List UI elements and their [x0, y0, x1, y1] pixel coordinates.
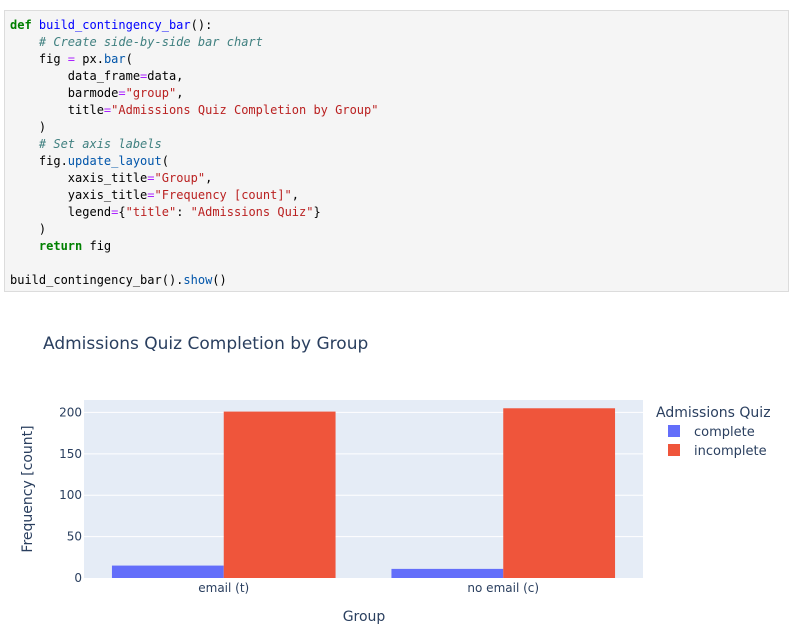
code-token: { [118, 205, 126, 219]
code-block[interactable]: def build_contingency_bar(): # Create si… [5, 11, 788, 289]
code-line: ) [10, 120, 46, 134]
code-line: # Set axis labels [10, 137, 162, 151]
code-token: # Create side-by-side bar chart [10, 35, 263, 49]
code-token: "title" [125, 205, 177, 219]
bar-incomplete[interactable] [223, 411, 336, 578]
y-tick-label: 200 [59, 405, 82, 419]
x-tick-label: no email (c) [467, 581, 539, 595]
code-line: legend={"title": "Admissions Quiz"} [10, 205, 321, 219]
code-token: = [140, 69, 148, 83]
code-token: "Admissions Quiz" [190, 205, 314, 219]
code-token: "Group" [154, 171, 206, 185]
y-axis-ticks: 0 50 100 150 200 [59, 405, 82, 585]
code-token: fig. [10, 154, 68, 168]
code-token: fig [82, 239, 112, 253]
code-token: build_contingency_bar [38, 18, 191, 32]
code-line: data_frame=data, [10, 69, 184, 83]
code-token: () [212, 273, 227, 287]
code-cell[interactable]: def build_contingency_bar(): # Create si… [4, 10, 789, 292]
legend-swatch-complete[interactable] [668, 425, 680, 437]
x-tick-label: email (t) [198, 581, 249, 595]
code-token: "Admissions Quiz Completion by Group" [111, 103, 379, 117]
code-line: # Create side-by-side bar chart [10, 35, 263, 49]
code-token: title [10, 103, 104, 117]
code-token: , [291, 188, 300, 202]
bar-incomplete[interactable] [503, 408, 616, 578]
code-token: = [111, 205, 119, 219]
code-token: px. [75, 52, 104, 66]
code-token: barmode [10, 86, 119, 100]
chart-title: Admissions Quiz Completion by Group [43, 334, 368, 354]
code-token: "Frequency [count]" [154, 188, 292, 202]
y-tick-label: 100 [59, 488, 82, 502]
code-token: , [176, 86, 184, 100]
code-line: ) [10, 222, 46, 236]
code-token: def [10, 18, 39, 32]
legend-swatch-incomplete[interactable] [668, 444, 680, 456]
code-line: fig = px.bar( [10, 52, 133, 66]
code-token: ( [161, 154, 169, 168]
code-token: bar [103, 52, 126, 66]
code-token: = [67, 52, 76, 66]
code-token: = [118, 86, 126, 100]
code-token: yaxis_title [10, 188, 148, 202]
code-token: } [313, 205, 321, 219]
code-line: build_contingency_bar().show() [10, 273, 227, 287]
y-tick-label: 150 [59, 447, 82, 461]
bars [111, 408, 616, 578]
code-line: title="Admissions Quiz Completion by Gro… [10, 103, 379, 117]
code-token: : [176, 205, 191, 219]
code-token: ) [10, 120, 47, 134]
bar-chart: 0 50 100 150 200 email (t) no email (c) Admis… [20, 334, 771, 625]
x-axis-ticks: email (t) no email (c) [198, 581, 539, 595]
code-token: xaxis_title [10, 171, 148, 185]
x-axis-title: Group [343, 609, 386, 625]
code-token: ( [125, 52, 133, 66]
code-token: "group" [125, 86, 177, 100]
code-token: fig [10, 52, 68, 66]
y-tick-label: 0 [74, 571, 82, 585]
code-token: (): [190, 18, 213, 32]
code-token: # Set axis labels [10, 137, 162, 151]
bar-complete[interactable] [391, 568, 504, 578]
code-token: data, [147, 69, 184, 83]
legend-title: Admissions Quiz [656, 405, 771, 421]
legend: complete incomplete [668, 425, 767, 459]
legend-item-complete[interactable]: complete [694, 425, 755, 440]
code-token: , [205, 171, 213, 185]
y-tick-label: 50 [67, 530, 82, 544]
y-axis-title: Frequency [count] [20, 425, 36, 552]
code-line: fig.update_layout( [10, 154, 169, 168]
code-token: build_contingency_bar(). [10, 273, 184, 287]
legend-item-incomplete[interactable]: incomplete [694, 444, 767, 459]
bar-complete[interactable] [111, 565, 224, 578]
code-line: yaxis_title="Frequency [count]", [10, 188, 299, 202]
code-token: = [103, 103, 112, 117]
code-token: data_frame [10, 69, 141, 83]
code-token: legend [10, 205, 112, 219]
code-token: show [183, 273, 213, 287]
code-token: = [147, 171, 155, 185]
code-token: update_layout [67, 154, 162, 168]
code-token: ) [10, 222, 47, 236]
code-line: return fig [10, 239, 111, 253]
code-token: return [10, 239, 83, 253]
code-line: xaxis_title="Group", [10, 171, 213, 185]
code-line: barmode="group", [10, 86, 184, 100]
code-line: def build_contingency_bar(): [10, 18, 212, 32]
code-token: = [147, 188, 155, 202]
